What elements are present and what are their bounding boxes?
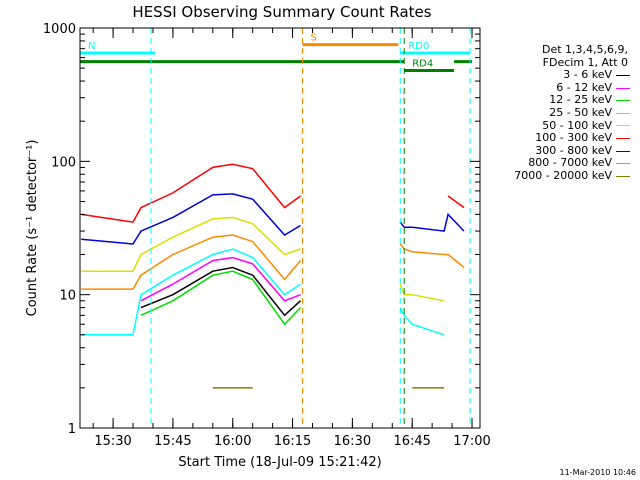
chart-title: HESSI Observing Summary Count Rates [132,3,431,21]
x-tick-label: 16:45 [393,434,430,449]
legend-swatch [616,150,630,152]
legend-label: 300 - 800 keV [535,143,612,157]
y-tick-label: 10 [59,289,76,304]
flag-label: RD4 [412,59,433,70]
series-line [81,163,465,223]
y-tick-label: 1 [68,422,76,437]
legend-label: 25 - 50 keV [549,105,612,119]
series-line [140,266,302,317]
y-tick-label: 100 [51,155,76,170]
plot-lines [81,163,465,389]
legend-label: 3 - 6 keV [563,68,612,82]
legend-label: 7000 - 20000 keV [514,168,612,182]
plot-frame [79,27,481,429]
legend-swatch [616,100,630,102]
timestamp: 11-Mar-2010 10:46 [559,468,637,477]
series-line [81,216,445,302]
series-line [81,248,445,336]
flag-label: S [311,33,317,44]
x-tick-label: 17:00 [453,434,490,449]
legend-item: 25 - 50 keV [470,105,630,120]
flag-label: N [88,41,95,52]
legend-label: 800 - 7000 keV [528,156,612,170]
legend: Det 1,3,4,5,6,9, FDecim 1, Att 0 3 - 6 k… [470,43,630,183]
legend-item: 300 - 800 keV [470,143,630,158]
legend-swatch [616,175,630,177]
x-tick-label: 15:45 [154,434,191,449]
y-axis-label: Count Rate (s⁻¹ detector⁻¹) [25,140,40,317]
legend-swatch [616,137,630,139]
flag-lines: N S RD0 RD4 [80,28,473,428]
legend-swatch [616,112,630,114]
y-tick-label: 1000 [43,22,76,37]
flag-label: RD0 [408,41,429,52]
legend-header-2: FDecim 1, Att 0 [542,55,628,69]
legend-item: 3 - 6 keV [470,69,630,82]
series-line [81,193,465,245]
series-line [140,270,302,326]
legend-item: 50 - 100 keV [470,118,630,133]
series-line [81,234,465,290]
x-tick-label: 16:00 [214,434,251,449]
x-axis-label: Start Time (18-Jul-09 15:21:42) [178,455,381,470]
legend-item: 800 - 7000 keV [470,157,630,170]
legend-item: 6 - 12 keV [470,80,630,95]
legend-label: 50 - 100 keV [542,118,612,132]
legend-label: 12 - 25 keV [549,93,612,107]
legend-label: 6 - 12 keV [556,80,612,94]
legend-item: 12 - 25 keV [470,94,630,107]
series-line [140,256,301,302]
x-tick-label: 16:30 [334,434,371,449]
legend-swatch [616,125,630,127]
legend-swatch [616,74,630,76]
legend-header-1: Det 1,3,4,5,6,9, [541,43,628,56]
axis-ticks: 1 10 100 1000 15:30 15:45 16:00 16:15 16:30 16:45… [43,22,491,449]
legend-swatch [616,87,630,89]
legend-item: 7000 - 20000 keV [470,168,630,183]
legend-item: 100 - 300 keV [470,132,630,145]
x-tick-label: 16:15 [274,434,311,449]
x-tick-label: 15:30 [94,434,131,449]
legend-swatch [616,163,630,165]
legend-label: 100 - 300 keV [535,131,612,145]
